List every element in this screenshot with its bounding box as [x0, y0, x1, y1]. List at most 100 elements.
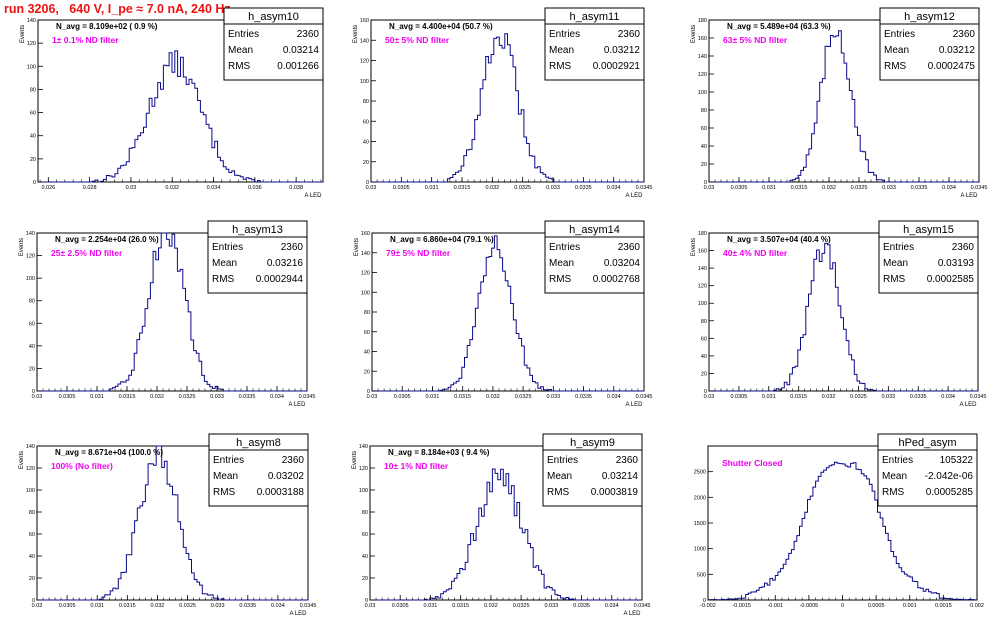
y-tick-label: 140: [361, 251, 370, 257]
x-tick-label: 0.038: [289, 185, 303, 191]
stats-label: Mean: [228, 45, 253, 56]
x-tick-label: 0.03: [367, 394, 378, 400]
y-tick-label: 0: [704, 389, 707, 395]
y-tick-label: 20: [30, 157, 36, 163]
stats-value: 0.03193: [938, 258, 975, 269]
x-tick-label: 0.0345: [971, 185, 988, 191]
stats-label: Entries: [883, 242, 914, 253]
y-tick-label: 60: [29, 321, 35, 327]
x-tick-label: 0.031: [762, 394, 776, 400]
navg-text: N_avg = 5.489e+04 (63.3 %): [727, 22, 831, 31]
stats-value: 2360: [297, 29, 320, 40]
panel-h_asym15: 0.03 0.0305 0.031 0.0315 0.032 0.0325 0.033 0.0…: [691, 220, 987, 408]
stats-box: h_asym9 Entries 2360 Mean 0.03214 RMS 0.000381…: [542, 433, 643, 507]
histogram-line: [709, 30, 979, 183]
x-tick-label: 0.002: [970, 603, 984, 609]
x-tick-label: 0.0335: [910, 394, 927, 400]
y-tick-label: 120: [698, 72, 707, 78]
x-tick-label: 0.0325: [515, 394, 532, 400]
stats-value: 0.03202: [268, 471, 305, 482]
x-tick-label: 0.0315: [454, 394, 471, 400]
stats-value: 0.0002475: [928, 61, 976, 72]
stats-value: 0.03214: [602, 471, 639, 482]
stats-value: 2360: [616, 455, 639, 466]
x-tick-label: 0.033: [882, 185, 896, 191]
stats-box: h_asym8 Entries 2360 Mean 0.03202 RMS 0.000318…: [208, 433, 309, 507]
y-tick-label: 80: [363, 99, 369, 105]
x-tick-label: 0.0315: [790, 394, 807, 400]
navg-text: N_avg = 2.254e+04 (26.0 %): [55, 235, 159, 244]
x-axis-title: A LED: [625, 193, 643, 199]
x-tick-label: 0.0305: [59, 394, 76, 400]
stats-value: 0.03214: [283, 45, 320, 56]
y-tick-label: 80: [364, 310, 370, 316]
stats-label: RMS: [882, 487, 905, 498]
filter-annotation: Shutter Closed: [722, 458, 782, 468]
x-tick-label: 0.036: [248, 185, 262, 191]
x-tick-label: 0.033: [546, 394, 560, 400]
y-tick-label: 120: [360, 59, 369, 65]
x-tick-label: -0.002: [700, 603, 716, 609]
y-tick-label: 0: [32, 389, 35, 395]
y-tick-label: 80: [701, 108, 707, 114]
x-tick-label: 0.0305: [731, 185, 748, 191]
y-tick-label: 100: [26, 488, 35, 494]
stats-box: h_asym15 Entries 2360 Mean 0.03193 RMS 0.00025…: [878, 220, 979, 294]
panel-h_asym8: 0.03 0.0305 0.031 0.0315 0.032 0.0325 0.033 0.0…: [19, 433, 316, 617]
stats-value: -2.042e-06: [925, 471, 974, 482]
x-tick-label: 0.034: [942, 185, 956, 191]
y-tick-label: 140: [359, 444, 368, 450]
y-axis-title: Events: [691, 238, 697, 256]
y-tick-label: 20: [29, 576, 35, 582]
y-tick-label: 100: [361, 290, 370, 296]
x-tick-label: 0.001: [903, 603, 917, 609]
x-tick-label: -0.0015: [732, 603, 751, 609]
stats-title: hPed_asym: [898, 437, 956, 449]
x-tick-label: 0.0015: [935, 603, 952, 609]
y-axis-title: Events: [691, 25, 697, 43]
x-tick-label: 0.032: [822, 185, 836, 191]
x-tick-label: 0.0305: [730, 394, 747, 400]
stats-title: h_asym15: [903, 224, 954, 236]
x-axis-title: A LED: [960, 193, 978, 199]
histogram-line: [37, 445, 308, 601]
histogram-line: [371, 33, 644, 183]
stats-label: Mean: [213, 471, 238, 482]
y-tick-label: 20: [701, 162, 707, 168]
stats-value: 2360: [618, 29, 641, 40]
y-tick-label: 160: [361, 231, 370, 237]
x-axis-title: A LED: [288, 402, 306, 408]
x-tick-label: 0.0305: [59, 603, 76, 609]
x-axis-title: A LED: [623, 611, 641, 617]
y-axis-title: Events: [19, 451, 25, 469]
panel-h_asym9: 0.03 0.0305 0.031 0.0315 0.032 0.0325 0.033 0.0…: [352, 433, 650, 617]
stats-value: 0.0005285: [926, 487, 974, 498]
y-tick-label: 60: [363, 119, 369, 125]
y-tick-label: 60: [701, 336, 707, 342]
stats-title: h_asym9: [570, 437, 615, 449]
histogram-line: [372, 235, 644, 392]
stats-label: RMS: [549, 61, 572, 72]
stats-value: 2360: [952, 242, 975, 253]
x-tick-label: -0.0005: [800, 603, 819, 609]
y-tick-label: 140: [360, 38, 369, 44]
y-tick-label: 60: [30, 111, 36, 117]
x-tick-label: 0.034: [941, 394, 955, 400]
x-tick-label: 0.034: [607, 394, 621, 400]
stats-value: 2360: [953, 29, 976, 40]
stats-value: 0.0003819: [591, 487, 639, 498]
y-tick-label: 120: [26, 466, 35, 472]
stats-value: 0.0003188: [257, 487, 305, 498]
stats-value: 2360: [618, 242, 641, 253]
x-tick-label: 0.03: [704, 185, 715, 191]
x-tick-label: 0.0325: [850, 394, 867, 400]
y-tick-label: 160: [698, 249, 707, 255]
x-tick-label: 0.031: [424, 603, 438, 609]
x-tick-label: 0.0345: [970, 394, 987, 400]
x-tick-label: 0.034: [207, 185, 221, 191]
y-tick-label: 100: [360, 79, 369, 85]
y-tick-label: 40: [29, 344, 35, 350]
navg-text: N_avg = 8.671e+04 (100.0 %): [55, 448, 163, 457]
histogram-line: [707, 461, 978, 601]
x-tick-label: 0.03: [32, 394, 43, 400]
